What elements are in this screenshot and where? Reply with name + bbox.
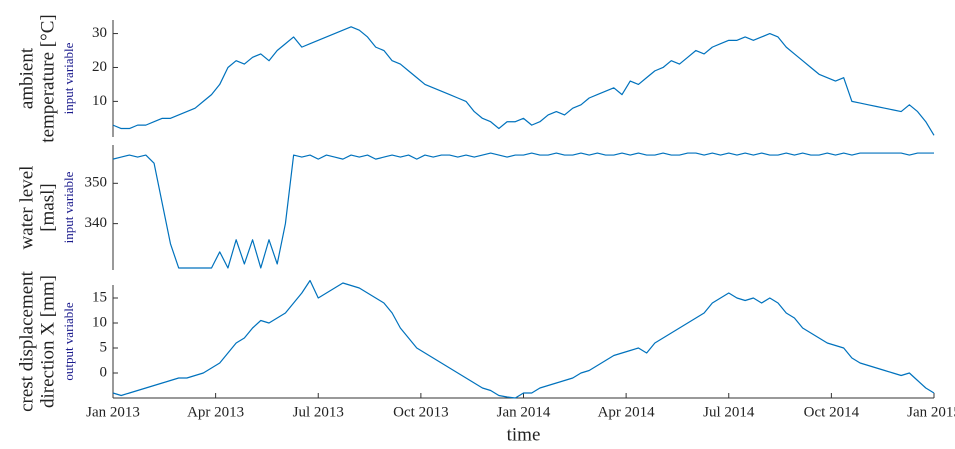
y-tick-label: 5 <box>100 339 108 355</box>
x-tick-label: Jul 2014 <box>703 404 755 420</box>
y-tick-label: 10 <box>92 93 107 109</box>
y-tick-label: 350 <box>85 175 108 191</box>
x-tick-label: Oct 2014 <box>804 404 860 420</box>
x-tick-label: Jan 2015 <box>907 404 955 420</box>
y-axis-label: water level <box>16 166 37 250</box>
x-tick-label: Jan 2014 <box>497 404 551 420</box>
y-axis-label: direction X [mm] <box>37 275 58 408</box>
y-tick-label: 15 <box>92 289 107 305</box>
variable-role: input variable <box>61 42 76 114</box>
x-tick-label: Apr 2014 <box>598 404 656 420</box>
y-tick-label: 10 <box>92 314 107 330</box>
y-axis-label: temperature [°C] <box>37 14 58 142</box>
x-tick-label: Jul 2013 <box>293 404 344 420</box>
x-tick-label: Oct 2013 <box>393 404 448 420</box>
data-line <box>112 279 935 399</box>
data-line <box>112 26 935 136</box>
x-axis-label: time <box>507 424 541 445</box>
x-tick-label: Apr 2013 <box>187 404 244 420</box>
variable-role: input variable <box>61 171 76 243</box>
y-tick-label: 20 <box>92 59 107 75</box>
variable-role: output variable <box>61 302 76 381</box>
data-line <box>112 152 934 269</box>
x-tick-label: Jan 2013 <box>86 404 140 420</box>
y-axis-label: [masl] <box>37 183 58 232</box>
y-axis-label: ambient <box>16 47 37 109</box>
y-tick-label: 340 <box>85 215 108 231</box>
y-axis-label: crest displacement <box>16 270 37 412</box>
y-tick-label: 30 <box>92 25 107 41</box>
y-tick-label: 0 <box>100 364 108 380</box>
